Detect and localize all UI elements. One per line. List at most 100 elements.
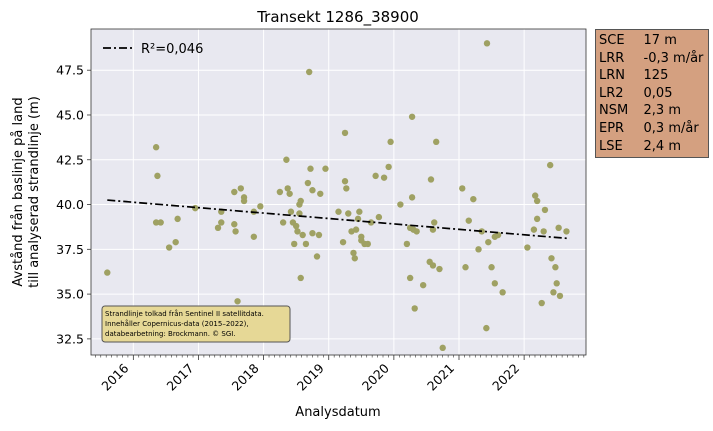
data-point xyxy=(524,244,531,251)
x-tick-label: 2019 xyxy=(294,360,327,393)
grid xyxy=(91,29,586,355)
data-point xyxy=(104,269,111,276)
plot-frame xyxy=(90,28,587,356)
stat-key: LR2 xyxy=(599,85,624,101)
data-point xyxy=(556,292,564,300)
x-tick-label: 2016 xyxy=(98,360,131,393)
trend-line xyxy=(107,199,570,240)
stat-row-lr2: LR2 0,05 xyxy=(599,85,708,103)
stat-key: NSM xyxy=(599,103,629,119)
data-point xyxy=(232,228,239,235)
y-axis-label-line-2: till analyserad strandlinje (m) xyxy=(27,96,42,288)
data-point xyxy=(313,253,321,260)
stat-key: LSE xyxy=(599,138,623,154)
data-point xyxy=(427,176,435,183)
data-point xyxy=(307,165,314,172)
data-point xyxy=(553,280,560,287)
data-point xyxy=(387,138,394,146)
data-point xyxy=(429,226,437,233)
data-point xyxy=(299,231,306,239)
annotation-line-1: Strandlinje tolkad från Sentinel II sate… xyxy=(105,309,264,318)
y-axis-label-line-1: Avstånd från baslinje på land xyxy=(11,97,26,286)
data-point xyxy=(548,255,555,262)
data-point xyxy=(364,240,372,248)
data-point xyxy=(533,197,541,205)
data-point xyxy=(165,244,173,251)
data-point xyxy=(341,129,349,137)
x-tick-label: 2021 xyxy=(424,361,457,394)
x-tick-label: 2020 xyxy=(359,360,392,393)
stat-value: 125 xyxy=(643,68,669,84)
data-point xyxy=(297,274,304,282)
plot-background xyxy=(91,29,586,355)
data-point xyxy=(459,185,466,192)
data-point xyxy=(540,228,547,235)
data-point xyxy=(403,240,411,248)
annotation-line-2: Innehåller Copernicus-data (2015–2022), xyxy=(105,319,249,328)
data-point xyxy=(419,281,427,289)
data-point xyxy=(345,210,352,217)
y-tick-label: 45.0 xyxy=(56,107,84,122)
data-point xyxy=(470,195,477,203)
stat-row-lrr: LRR -0,3 m/år xyxy=(599,50,708,68)
data-point xyxy=(309,187,316,194)
data-point xyxy=(309,229,316,237)
data-point xyxy=(406,274,414,282)
data-point xyxy=(297,197,304,205)
data-point xyxy=(483,40,491,47)
legend: R²=0,046 xyxy=(103,42,203,57)
annotation-line-3: databearbetning: Brockmann. © SGI. xyxy=(105,330,236,338)
data-point xyxy=(546,161,554,169)
data-point xyxy=(322,165,329,172)
data-point xyxy=(231,188,238,196)
data-point xyxy=(429,262,437,269)
data-point xyxy=(436,265,443,273)
annotation-box xyxy=(101,305,291,343)
stat-value: -0,3 m/år xyxy=(643,50,704,66)
data-point xyxy=(530,226,538,233)
chart-title: Transekt 1286_38900 xyxy=(256,8,419,27)
data-point xyxy=(154,172,161,180)
data-point xyxy=(287,208,295,215)
data-point xyxy=(350,249,357,257)
data-point xyxy=(483,324,490,332)
data-point xyxy=(408,113,416,120)
stat-row-sce: SCE 17 m xyxy=(599,32,708,50)
legend-label: R²=0,046 xyxy=(141,42,203,57)
data-point xyxy=(538,299,545,307)
stat-value: 2,4 m xyxy=(643,138,682,154)
data-point xyxy=(315,231,323,239)
data-point xyxy=(413,228,420,235)
data-point xyxy=(499,289,506,296)
x-tick-label: 2017 xyxy=(163,361,196,394)
x-axis-label: Analysdatum xyxy=(295,405,380,420)
data-point xyxy=(356,208,363,215)
x-tick-label: 2022 xyxy=(489,361,522,394)
data-point xyxy=(411,305,418,312)
data-point xyxy=(234,298,241,305)
stat-row-nsm: NSM 2,3 m xyxy=(599,102,708,120)
data-point xyxy=(380,174,388,181)
data-point xyxy=(372,172,379,180)
stat-key: EPR xyxy=(599,120,625,136)
data-point xyxy=(397,201,404,208)
stat-row-lrn: LRN 125 xyxy=(599,67,708,85)
stat-value: 0,3 m/år xyxy=(643,120,699,136)
data-point xyxy=(214,224,222,232)
data-point xyxy=(237,185,245,192)
y-tick-label: 47.5 xyxy=(56,63,84,78)
data-point xyxy=(491,280,499,287)
data-point xyxy=(552,264,559,271)
data-point xyxy=(439,344,446,352)
data-point xyxy=(218,219,225,226)
data-point xyxy=(284,185,291,192)
data-point xyxy=(465,217,472,224)
source-annotation: Strandlinje tolkad från Sentinel II sate… xyxy=(101,305,291,343)
stat-row-epr: EPR 0,3 m/år xyxy=(599,120,708,138)
stat-value: 2,3 m xyxy=(643,103,682,119)
data-point xyxy=(351,255,358,262)
data-point xyxy=(152,219,160,226)
data-point xyxy=(531,192,539,199)
data-point xyxy=(152,144,160,151)
y-tick-label: 32.5 xyxy=(56,331,84,346)
